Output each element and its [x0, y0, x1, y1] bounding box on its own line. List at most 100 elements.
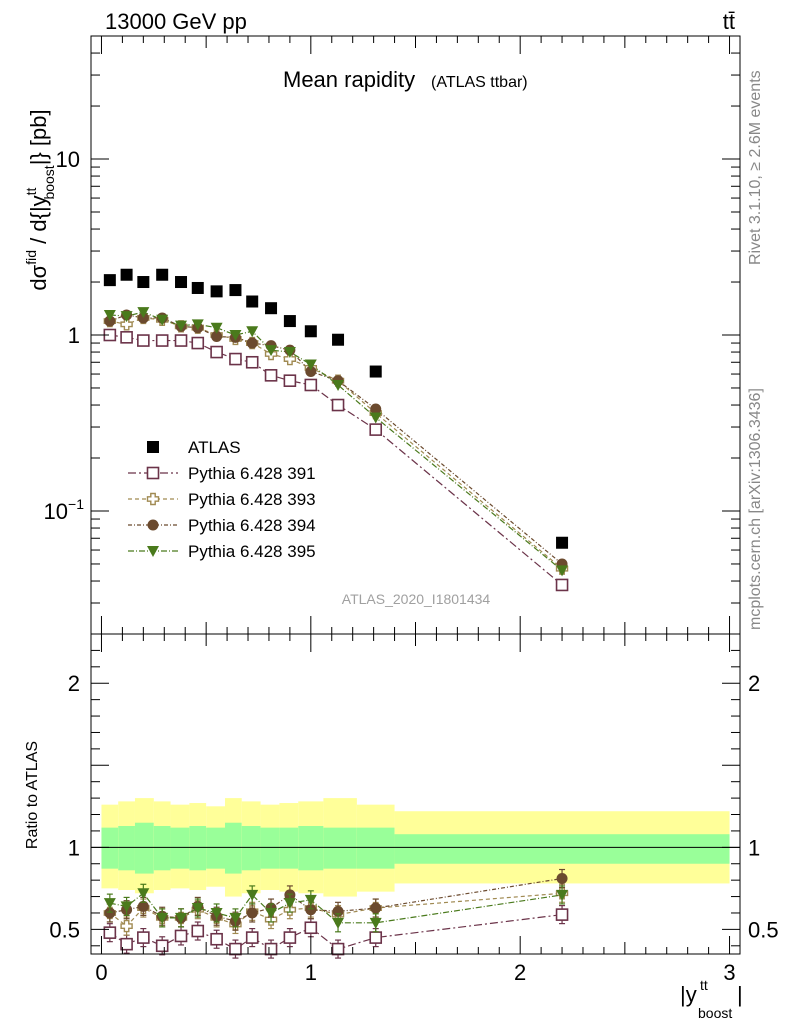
inner-band-segment — [153, 826, 171, 871]
series-point-3 — [104, 315, 116, 327]
ratio-y-tick-label-right: 2 — [748, 671, 760, 696]
atlas-data-point — [120, 268, 133, 281]
x-tick-label: 1 — [305, 960, 317, 985]
series-point-1 — [120, 331, 133, 344]
ratio-point-4 — [246, 889, 259, 901]
atlas-data-point — [304, 325, 317, 338]
ratio-panel: 0 1 2 3 0.5 0.5 1 1 2 2 Ratio to ATLAS — [24, 633, 779, 985]
atlas-data-point — [556, 536, 569, 549]
series-point-4 — [229, 330, 242, 341]
series-point-3 — [246, 337, 258, 349]
atlas-data-point — [210, 285, 223, 298]
series-point-4 — [246, 326, 259, 338]
series-point-4 — [120, 311, 133, 323]
legend: ATLAS Pythia 6.428 391 Pythia 6.428 393 Pyt… — [128, 438, 316, 561]
x-tick-label: 2 — [514, 960, 526, 985]
series-line-2 — [109, 317, 563, 570]
ratio-point-1 — [191, 924, 205, 938]
legend-marker — [147, 519, 159, 531]
legend-label: Pythia 6.428 391 — [188, 464, 316, 483]
ratio-point-4 — [304, 894, 317, 906]
ratio-y-tick-label: 2 — [68, 671, 80, 696]
series-point-1 — [229, 352, 242, 366]
inner-band-segment — [260, 827, 280, 869]
rivet-version-label: Rivet 3.1.10, ≥ 2.6M events — [747, 70, 764, 265]
svg-text:boost: boost — [698, 1005, 732, 1021]
ratio-point-1 — [245, 931, 259, 944]
ratio-y-tick-label-right: 0.5 — [748, 917, 779, 942]
series-point-3 — [211, 331, 223, 343]
inner-band-segment — [241, 826, 261, 871]
series-point-1 — [191, 336, 205, 350]
series-point-1 — [331, 398, 345, 412]
ratio-point-1 — [331, 942, 345, 956]
atlas-data-point — [229, 284, 242, 297]
atlas-data-point — [332, 333, 345, 346]
legend-label: Pythia 6.428 395 — [188, 542, 316, 561]
series-point-4 — [103, 309, 116, 321]
atlas-data-point — [103, 274, 116, 287]
chart-subtitle: (ATLAS ttbar) — [431, 74, 528, 91]
series-point-1 — [174, 334, 188, 347]
series-point-4 — [265, 345, 278, 357]
series-point-1 — [245, 355, 259, 369]
chart-title: Mean rapidity — [283, 67, 415, 92]
main-y-axis-label: dσfid / d{|ytt boost|} [pb] — [23, 109, 57, 290]
ratio-point-1 — [369, 931, 383, 944]
ratio-point-3 — [556, 873, 568, 885]
series-point-4 — [191, 319, 204, 331]
inner-band-segment — [323, 827, 357, 869]
ratio-uncertainty-bands — [91, 798, 740, 897]
series-line-1 — [109, 334, 563, 586]
inner-band-segment — [224, 822, 242, 874]
atlas-data-point — [369, 365, 382, 378]
ratio-point-4 — [229, 912, 242, 924]
ratio-point-1 — [155, 939, 169, 953]
ratio-point-1 — [555, 908, 569, 921]
legend-label: Pythia 6.428 394 — [188, 516, 316, 535]
inner-band-segment — [279, 827, 299, 869]
ratio-point-3 — [246, 907, 258, 919]
series-point-1 — [555, 578, 569, 592]
svg-text:|y: |y — [680, 982, 697, 1007]
atlas-data-point — [283, 315, 296, 328]
ratio-point-3 — [370, 902, 382, 914]
inner-band-segment — [189, 826, 207, 871]
legend-label: Pythia 6.428 393 — [188, 490, 316, 509]
series-point-3 — [370, 403, 382, 415]
ratio-point-3 — [305, 904, 317, 916]
x-tick-label: 3 — [723, 960, 735, 985]
series-line-4 — [109, 311, 563, 571]
svg-text:tt: tt — [700, 977, 708, 993]
x-tick-label: 0 — [95, 960, 107, 985]
atlas-data-point — [175, 276, 188, 289]
main-panel: 10−1 1 10 Mean rapidity (ATLAS ttbar) ATLA… — [23, 35, 741, 635]
ratio-point-1 — [304, 921, 318, 935]
series-point-4 — [137, 307, 150, 319]
inner-band-segment — [298, 826, 324, 871]
series-point-1 — [155, 334, 169, 347]
inner-band-segment — [118, 826, 135, 871]
process-label: tt̄ — [723, 9, 735, 34]
series-point-1 — [137, 334, 150, 347]
series-point-1 — [369, 423, 383, 436]
ratio-point-4 — [191, 903, 204, 915]
ratio-plot-area — [103, 868, 569, 959]
inner-band-segment — [356, 827, 395, 869]
ratio-point-4 — [137, 888, 150, 900]
ratio-point-4 — [210, 907, 223, 919]
ratio-point-1 — [174, 929, 188, 943]
legend-marker — [146, 492, 160, 506]
series-point-4 — [283, 347, 296, 359]
ratio-point-4 — [175, 912, 188, 924]
ratio-point-1 — [264, 942, 278, 956]
atlas-data-point — [246, 295, 259, 308]
ratio-y-tick-label-right: 1 — [748, 835, 760, 860]
ratio-point-1 — [120, 937, 133, 951]
series-point-1 — [210, 345, 223, 359]
series-point-4 — [175, 320, 188, 332]
inner-band-segment — [394, 834, 730, 864]
ratio-line-2 — [109, 892, 563, 927]
ratio-point-4 — [120, 901, 133, 913]
